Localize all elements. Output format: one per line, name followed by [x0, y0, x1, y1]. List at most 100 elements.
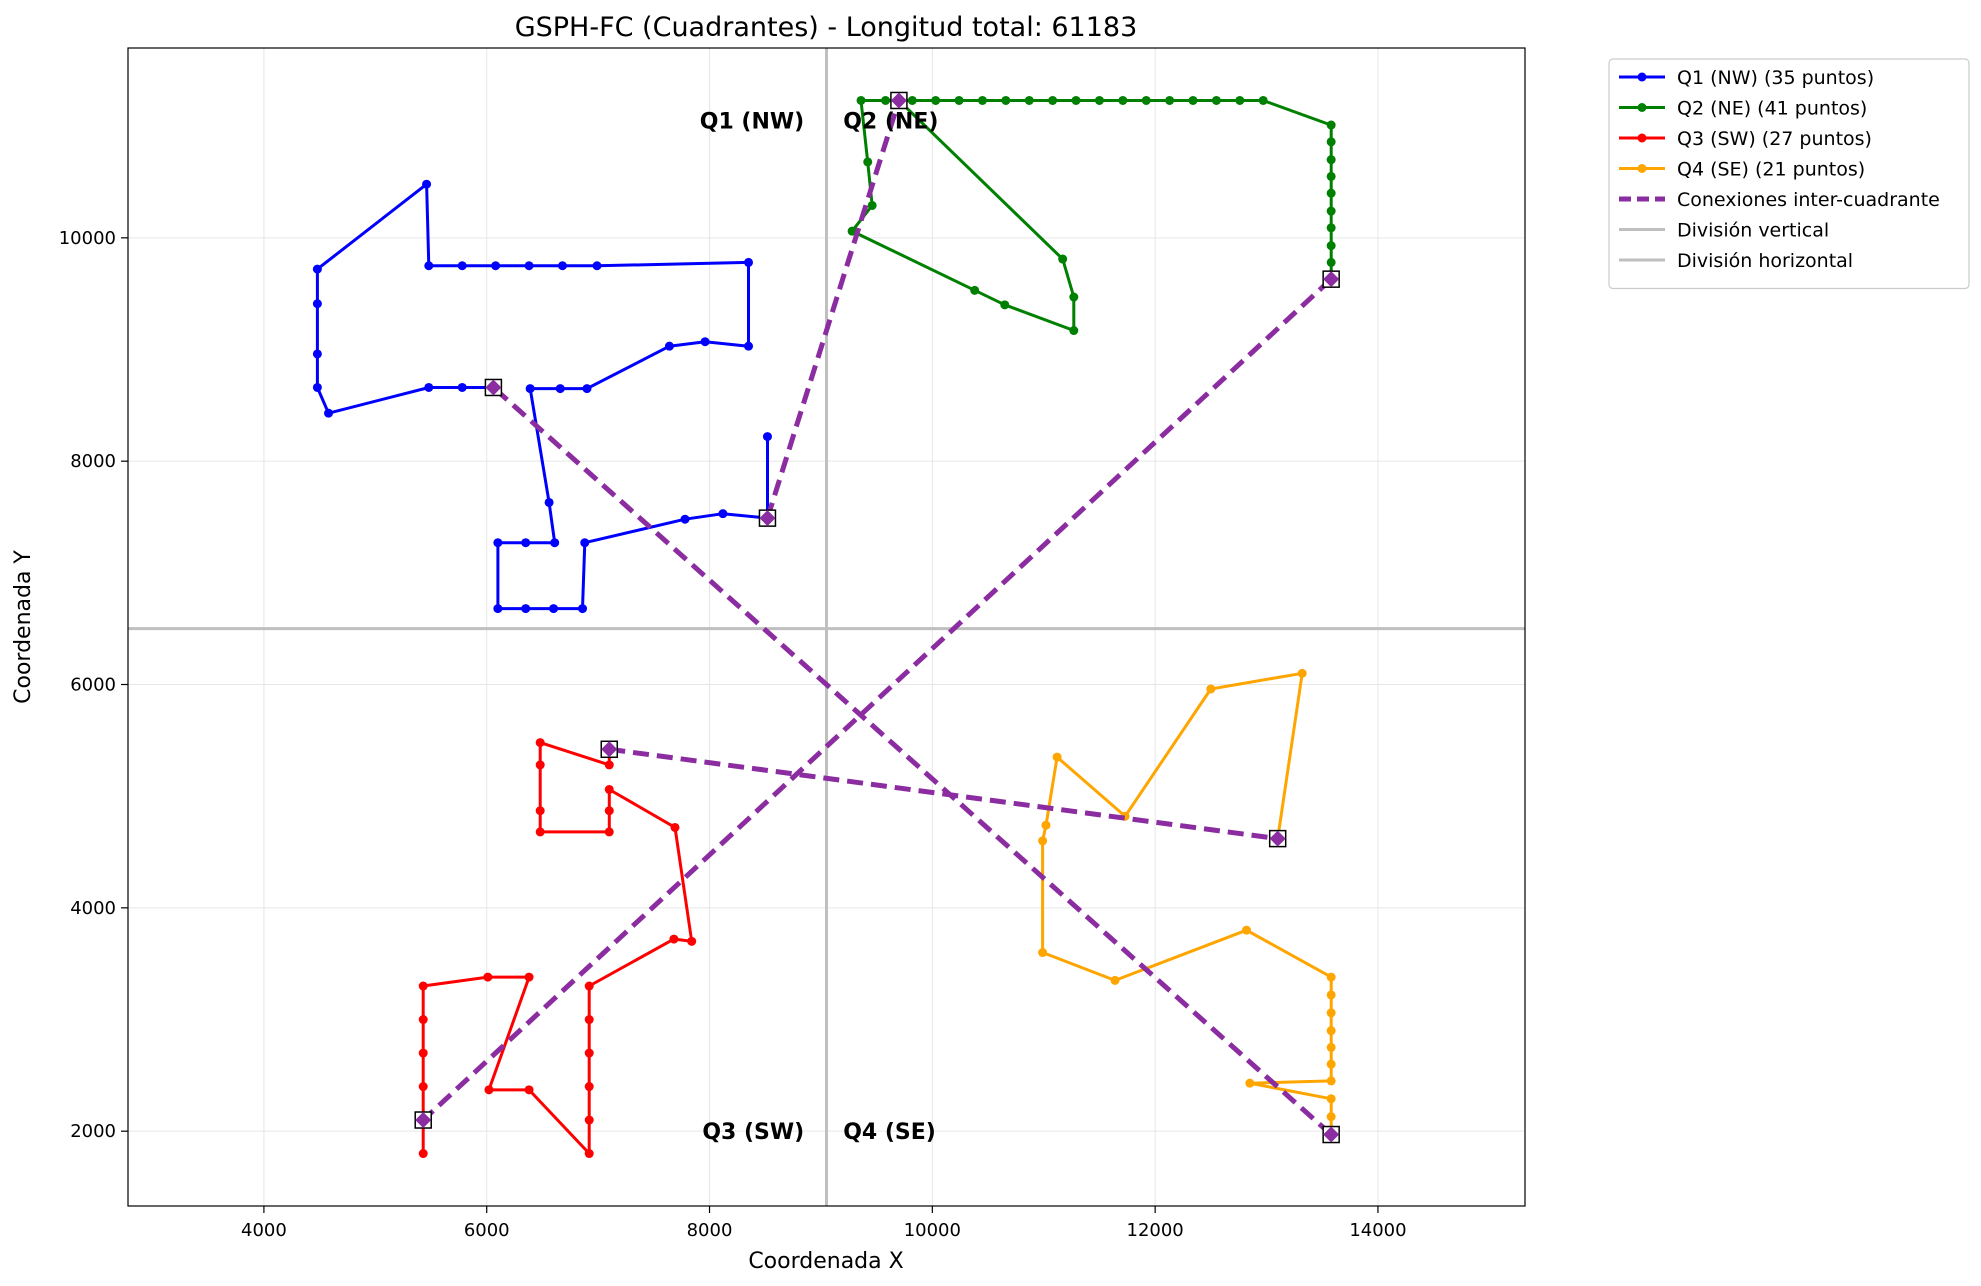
- series-point: [324, 408, 334, 418]
- series-point: [578, 604, 588, 614]
- series-line: [421, 741, 694, 1155]
- x-tick-label: 8000: [687, 1220, 733, 1241]
- legend-swatch-marker: [1637, 133, 1647, 143]
- series-point: [1326, 223, 1336, 233]
- legend-swatch-marker: [1637, 72, 1647, 82]
- series-point: [604, 784, 614, 794]
- series-point: [1235, 95, 1245, 105]
- series-point: [1326, 137, 1336, 147]
- series-point: [1038, 836, 1048, 846]
- series-point: [418, 981, 428, 991]
- legend-label: Q1 (NW) (35 puntos): [1677, 67, 1874, 89]
- series-point: [584, 1115, 594, 1125]
- series-point: [584, 1149, 594, 1159]
- series-point: [592, 261, 602, 271]
- series-point: [312, 349, 322, 359]
- series-point: [1048, 95, 1058, 105]
- series-point: [1326, 206, 1336, 216]
- series-point: [1071, 95, 1081, 105]
- series-point: [1188, 95, 1198, 105]
- series-point: [1326, 257, 1336, 267]
- series-point: [1326, 1008, 1336, 1018]
- series-point: [424, 261, 434, 271]
- y-axis-label: Coordenada Y: [11, 550, 36, 704]
- series-point: [687, 936, 697, 946]
- legend-label: Q4 (SE) (21 puntos): [1677, 159, 1865, 181]
- connection-line: [491, 385, 1333, 1137]
- series-point: [1326, 1042, 1336, 1052]
- series-point: [1245, 1078, 1255, 1088]
- x-axis-label: Coordenada X: [748, 1249, 903, 1274]
- legend-entry: División horizontal: [1619, 250, 1853, 272]
- legend-label: División horizontal: [1677, 250, 1853, 272]
- series-point: [483, 972, 493, 982]
- series-point: [584, 1048, 594, 1058]
- series-point: [584, 981, 594, 991]
- x-tick-label: 12000: [1127, 1220, 1184, 1241]
- series-point: [550, 538, 560, 548]
- series-point: [680, 514, 690, 524]
- series-point: [669, 934, 679, 944]
- series-point: [1001, 95, 1011, 105]
- series-point: [1326, 1059, 1336, 1069]
- series-point: [457, 261, 467, 271]
- series-point: [1024, 95, 1034, 105]
- series-point: [535, 760, 545, 770]
- series-point: [524, 261, 534, 271]
- series-point: [604, 827, 614, 837]
- series-point: [1041, 820, 1051, 830]
- series-point: [867, 200, 877, 210]
- series-point: [718, 509, 728, 519]
- series-point: [525, 384, 535, 394]
- quadrant-label: Q4 (SE): [843, 1120, 936, 1145]
- y-tick-label: 10000: [59, 228, 116, 249]
- endpoint-diamond: [759, 510, 776, 527]
- connection-layer: [414, 91, 1340, 1144]
- series-point: [535, 827, 545, 837]
- connection-line: [765, 99, 902, 519]
- y-tick-label: 6000: [70, 675, 116, 696]
- connection-line: [608, 746, 1279, 842]
- series-point: [544, 497, 554, 507]
- divider-layer: [128, 48, 1525, 1206]
- legend-swatch-marker: [1637, 103, 1647, 112]
- series-point: [1069, 326, 1079, 336]
- endpoint-diamond: [1323, 1126, 1340, 1143]
- series-point: [1211, 95, 1221, 105]
- legend-entry: División vertical: [1619, 220, 1829, 242]
- series-point: [931, 95, 941, 105]
- series-point: [1326, 972, 1336, 982]
- legend-entry: Q3 (SW) (27 puntos): [1619, 128, 1872, 150]
- quadrant-label: Q2 (NE): [843, 110, 938, 135]
- series-point: [670, 822, 680, 832]
- quadrant-label: Q3 (SW): [702, 1120, 804, 1145]
- series-point: [1326, 120, 1336, 130]
- series-point: [584, 1082, 594, 1092]
- quadrant-label: Q1 (NW): [700, 110, 804, 135]
- series-point: [1326, 1112, 1336, 1122]
- series-point: [1258, 95, 1268, 105]
- legend-label: Conexiones inter-cuadrante: [1677, 189, 1940, 211]
- series-q1: [312, 179, 772, 614]
- series-point: [521, 538, 531, 548]
- series-point: [744, 341, 754, 351]
- series-q4: [1038, 668, 1336, 1140]
- series-point: [312, 382, 322, 392]
- series-point: [1165, 95, 1175, 105]
- series-point: [493, 538, 503, 548]
- series-point: [1141, 95, 1151, 105]
- series-point: [1206, 684, 1216, 694]
- endpoint-diamond: [485, 379, 502, 396]
- endpoint-diamond: [415, 1112, 432, 1129]
- series-point: [418, 1015, 428, 1025]
- series-point: [422, 179, 432, 189]
- series-point: [1326, 1026, 1336, 1036]
- series-point: [1069, 292, 1079, 302]
- series-point: [954, 95, 964, 105]
- series-point: [881, 95, 891, 105]
- series-point: [1118, 95, 1128, 105]
- series-point: [524, 1085, 534, 1095]
- series-point: [1326, 990, 1336, 1000]
- series-point: [493, 604, 503, 614]
